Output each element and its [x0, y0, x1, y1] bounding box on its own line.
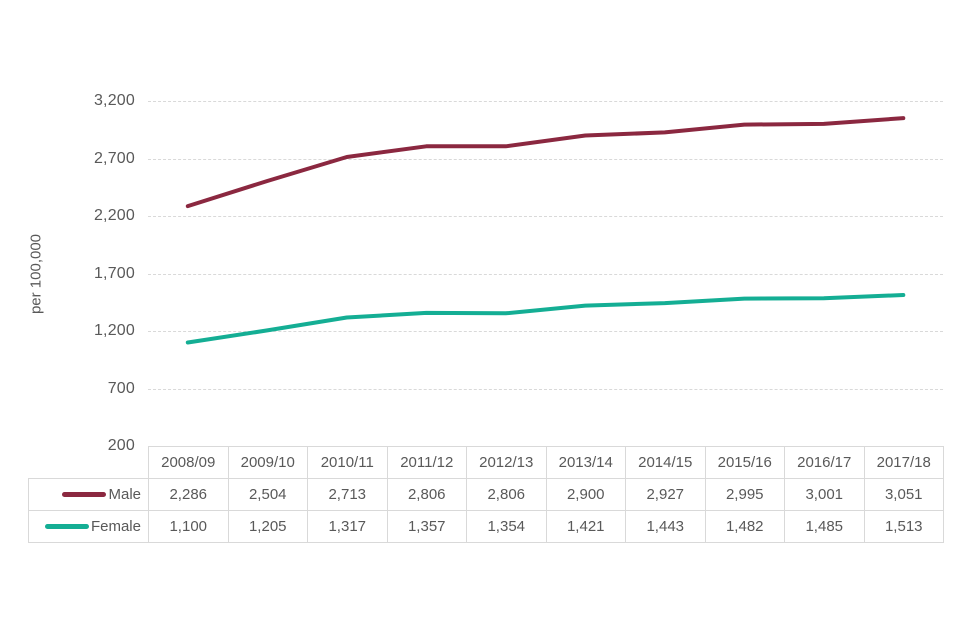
- value-cell: 1,485: [784, 510, 865, 543]
- male-legend-line-icon: [62, 492, 107, 497]
- y-axis-tick-label: 3,200: [93, 92, 135, 109]
- y-axis-tick-label: 2,200: [93, 207, 135, 224]
- year-header-cell: 2015/16: [704, 446, 785, 479]
- chart-data-table: 2008/09 2009/10 2010/11 2011/12 2012/13 2013/…: [28, 446, 944, 543]
- value-cell: 1,482: [704, 510, 785, 543]
- table-row-male: Male 2,286 2,504 2,713 2,806 2,806 2,900 2,927 2…: [28, 478, 944, 511]
- y-axis-tick-label: 200: [107, 437, 135, 454]
- value-cell: 2,995: [704, 478, 785, 511]
- value-cell: 3,001: [784, 478, 865, 511]
- gridline: [148, 388, 943, 390]
- value-cell: 2,806: [466, 478, 547, 511]
- value-cell: 2,900: [545, 478, 626, 511]
- value-cell: 1,354: [466, 510, 547, 543]
- series-name-label: Female: [90, 518, 141, 535]
- year-header-cell: 2010/11: [307, 446, 388, 479]
- value-cell: 1,357: [386, 510, 467, 543]
- y-axis-tick-label: 700: [107, 379, 135, 397]
- value-cell: 2,504: [227, 478, 308, 511]
- year-header-cell: 2012/13: [466, 446, 547, 479]
- legend-cell-female: Female: [28, 510, 149, 543]
- year-header-cell: 2008/09: [148, 446, 229, 479]
- y-axis-tick-label: 1,700: [93, 264, 135, 282]
- gridline: [148, 331, 943, 332]
- gridline: [148, 101, 943, 102]
- value-cell: 1,100: [148, 510, 229, 543]
- table-corner-cell: [29, 447, 149, 479]
- year-header-cell: 2014/15: [625, 446, 706, 479]
- year-header-cell: 2009/10: [227, 446, 308, 479]
- gridline: [148, 273, 943, 275]
- table-row-female: Female 1,100 1,205 1,317 1,357 1,354 1,421 1,44…: [28, 510, 944, 543]
- female-series-line: [185, 293, 906, 345]
- y-axis-title: per 100,000: [27, 233, 45, 315]
- y-axis-tick-label: 2,700: [93, 149, 135, 167]
- value-cell: 3,051: [863, 478, 944, 511]
- gridline: [148, 158, 943, 160]
- year-header-cell: 2017/18: [863, 446, 944, 479]
- year-header-cell: 2013/14: [545, 446, 626, 479]
- gridline: [148, 216, 943, 217]
- value-cell: 2,927: [625, 478, 706, 511]
- value-cell: 1,205: [227, 510, 308, 543]
- series-name-label: Male: [108, 486, 141, 503]
- male-series-line: [185, 116, 906, 209]
- female-legend-line-icon: [44, 524, 89, 529]
- value-cell: 2,713: [307, 478, 388, 511]
- legend-cell-male: Male: [28, 478, 149, 511]
- value-cell: 2,806: [386, 478, 467, 511]
- year-header-cell: 2016/17: [784, 446, 865, 479]
- value-cell: 1,513: [863, 510, 944, 543]
- value-cell: 1,443: [625, 510, 706, 543]
- value-cell: 2,286: [148, 478, 229, 511]
- year-header-cell: 2011/12: [386, 446, 467, 479]
- table-header-row: 2008/09 2009/10 2010/11 2011/12 2012/13 2013/…: [29, 446, 944, 479]
- value-cell: 1,421: [545, 510, 626, 543]
- value-cell: 1,317: [307, 510, 388, 543]
- y-axis-tick-label: 1,200: [93, 322, 135, 339]
